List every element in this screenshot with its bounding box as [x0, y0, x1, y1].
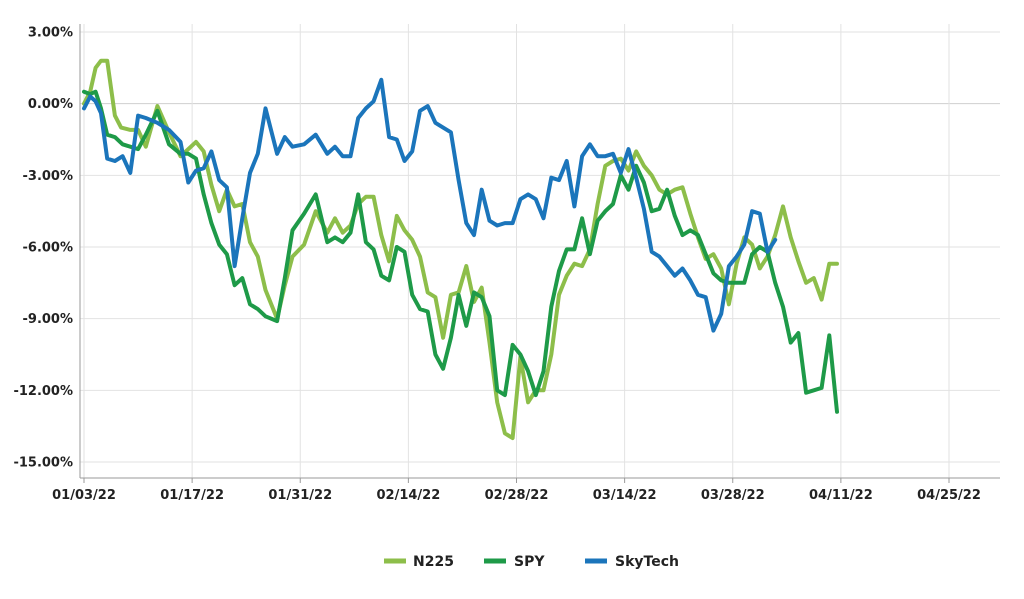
- y-tick-label: -3.00%: [23, 169, 74, 184]
- x-tick-label: 04/25/22: [917, 488, 981, 503]
- y-tick-label: -15.00%: [13, 456, 73, 471]
- legend-label-spy: SPY: [514, 554, 545, 570]
- x-tick-label: 01/03/22: [52, 488, 116, 503]
- x-tick-label: 04/11/22: [809, 488, 873, 503]
- x-tick-label: 02/14/22: [376, 488, 440, 503]
- legend-label-skytech: SkyTech: [615, 554, 679, 570]
- y-tick-label: 3.00%: [28, 26, 73, 41]
- y-tick-label: -6.00%: [23, 241, 74, 256]
- series-lines: [82, 58, 839, 441]
- y-tick-label: -9.00%: [23, 312, 74, 327]
- x-tick-label: 01/31/22: [268, 488, 332, 503]
- x-tick-label: 03/28/22: [701, 488, 765, 503]
- x-tick-label: 01/17/22: [160, 488, 224, 503]
- x-tick-label: 02/28/22: [485, 488, 549, 503]
- axes: 3.00% 0.00% -3.00% -6.00% -9.00% -12.00% -15.0…: [13, 24, 1000, 503]
- y-tick-label: 0.00%: [28, 97, 73, 112]
- x-tick-label: 03/14/22: [593, 488, 657, 503]
- series-line-spy: [82, 89, 839, 414]
- legend: N225 SPY SkyTech: [384, 554, 679, 570]
- series-line-skytech: [82, 77, 778, 333]
- grid-lines: [80, 24, 1000, 478]
- legend-label-n225: N225: [413, 554, 454, 570]
- series-line-n225: [82, 58, 839, 441]
- y-tick-label: -12.00%: [13, 384, 73, 399]
